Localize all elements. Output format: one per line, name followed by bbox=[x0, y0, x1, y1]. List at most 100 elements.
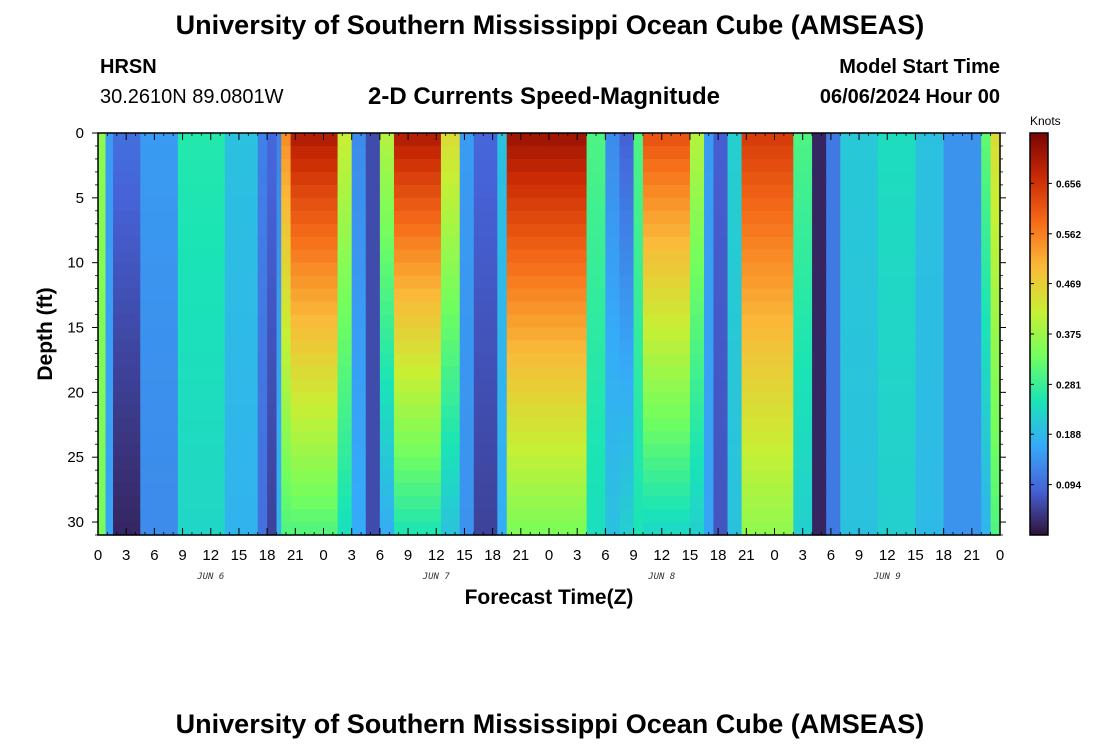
heatmap-cell bbox=[276, 210, 282, 225]
heatmap-cell bbox=[713, 249, 729, 264]
heatmap-cell bbox=[793, 379, 813, 393]
heatmap-cell bbox=[379, 145, 395, 160]
heatmap-cell bbox=[473, 249, 498, 264]
heatmap-cell bbox=[619, 353, 635, 368]
heatmap-cell bbox=[704, 522, 715, 536]
heatmap-cell bbox=[915, 145, 945, 160]
heatmap-cell bbox=[506, 210, 588, 225]
heatmap-cell bbox=[267, 171, 278, 186]
heatmap-cell bbox=[113, 509, 141, 523]
heatmap-cell bbox=[257, 366, 268, 380]
heatmap-cell bbox=[605, 457, 621, 471]
heatmap-cell bbox=[727, 275, 743, 290]
heatmap-cell bbox=[473, 223, 498, 238]
heatmap-cell bbox=[177, 184, 226, 199]
heatmap-cell bbox=[943, 431, 982, 445]
station-coordinates: 30.2610N 89.0801W bbox=[100, 86, 284, 108]
heatmap-cell bbox=[365, 444, 381, 458]
heatmap-cell bbox=[915, 353, 945, 368]
heatmap-cell bbox=[459, 145, 475, 160]
heatmap-cell bbox=[267, 509, 278, 523]
heatmap-cell bbox=[393, 483, 442, 497]
heatmap-cell bbox=[713, 145, 729, 160]
heatmap-cell bbox=[915, 509, 945, 523]
heatmap-cell bbox=[393, 509, 442, 523]
heatmap-cell bbox=[105, 236, 114, 251]
heatmap-cell bbox=[440, 262, 461, 277]
heatmap-cell bbox=[459, 171, 475, 186]
heatmap-cell bbox=[642, 249, 691, 264]
heatmap-cell bbox=[713, 197, 729, 212]
heatmap-cell bbox=[605, 340, 621, 355]
heatmap-cell bbox=[459, 522, 475, 536]
colorbar-ticks: 0.094 0.188 0.281 0.375 0.469 0.562 0.656 bbox=[1030, 179, 1081, 492]
heatmap-cell bbox=[379, 197, 395, 212]
heatmap-cell bbox=[840, 496, 879, 510]
x-tick-label: 12 bbox=[202, 547, 219, 564]
heatmap-cell bbox=[105, 210, 114, 225]
heatmap-cell bbox=[113, 288, 141, 303]
heatmap-cell bbox=[224, 301, 259, 316]
heatmap-cell bbox=[704, 496, 715, 510]
heatmap-cell bbox=[741, 314, 794, 329]
heatmap-cell bbox=[290, 184, 339, 199]
heatmap-cell bbox=[177, 431, 226, 445]
heatmap-cell bbox=[812, 249, 827, 264]
heatmap-cell bbox=[140, 431, 179, 445]
heatmap-cell bbox=[379, 340, 395, 355]
heatmap-cell bbox=[877, 444, 917, 458]
heatmap-cell bbox=[619, 392, 635, 406]
heatmap-cell bbox=[497, 275, 508, 290]
heatmap-cell bbox=[497, 457, 508, 471]
heatmap-cell bbox=[440, 522, 461, 536]
heatmap-cell bbox=[642, 210, 691, 225]
heatmap-cell bbox=[981, 314, 992, 329]
heatmap-cell bbox=[140, 392, 179, 406]
heatmap-cell bbox=[459, 405, 475, 419]
x-tick-label: 21 bbox=[287, 547, 304, 564]
heatmap-cell bbox=[586, 366, 606, 380]
heatmap-cell bbox=[990, 236, 1001, 251]
heatmap-cell bbox=[826, 340, 841, 355]
heatmap-cell bbox=[224, 158, 259, 173]
heatmap-cell bbox=[281, 145, 292, 160]
heatmap-cell bbox=[365, 470, 381, 484]
x-tick-label: 3 bbox=[122, 547, 130, 564]
heatmap-cell bbox=[727, 171, 743, 186]
heatmap-cell bbox=[98, 236, 107, 251]
heatmap-cell bbox=[113, 223, 141, 238]
heatmap-cell bbox=[140, 223, 179, 238]
heatmap-cell bbox=[689, 158, 705, 173]
heatmap-cell bbox=[633, 197, 644, 212]
heatmap-cell bbox=[351, 327, 367, 342]
heatmap-cell bbox=[105, 158, 114, 173]
heatmap-cell bbox=[741, 418, 794, 432]
heatmap-cell bbox=[379, 288, 395, 303]
heatmap-cell bbox=[276, 184, 282, 199]
heatmap-cell bbox=[506, 444, 588, 458]
heatmap-cell bbox=[459, 457, 475, 471]
heatmap-cell bbox=[689, 483, 705, 497]
heatmap-cell bbox=[393, 327, 442, 342]
x-tick-label: 3 bbox=[573, 547, 581, 564]
heatmap-cell bbox=[281, 133, 292, 147]
heatmap-cell bbox=[140, 288, 179, 303]
heatmap-cell bbox=[224, 522, 259, 536]
heatmap-cell bbox=[605, 496, 621, 510]
heatmap-cell bbox=[365, 288, 381, 303]
heatmap-cell bbox=[506, 457, 588, 471]
heatmap-cell bbox=[440, 314, 461, 329]
heatmap-cell bbox=[990, 262, 1001, 277]
heatmap-cell bbox=[633, 171, 644, 186]
heatmap-cell bbox=[379, 418, 395, 432]
heatmap-cell bbox=[704, 366, 715, 380]
heatmap-cell bbox=[642, 418, 691, 432]
heatmap-cell bbox=[741, 483, 794, 497]
heatmap-cell bbox=[793, 145, 813, 160]
heatmap-cell bbox=[281, 340, 292, 355]
heatmap-cell bbox=[689, 496, 705, 510]
heatmap-cell bbox=[915, 379, 945, 393]
heatmap-cell bbox=[981, 457, 992, 471]
heatmap-cell bbox=[943, 171, 982, 186]
heatmap-cell bbox=[365, 133, 381, 147]
